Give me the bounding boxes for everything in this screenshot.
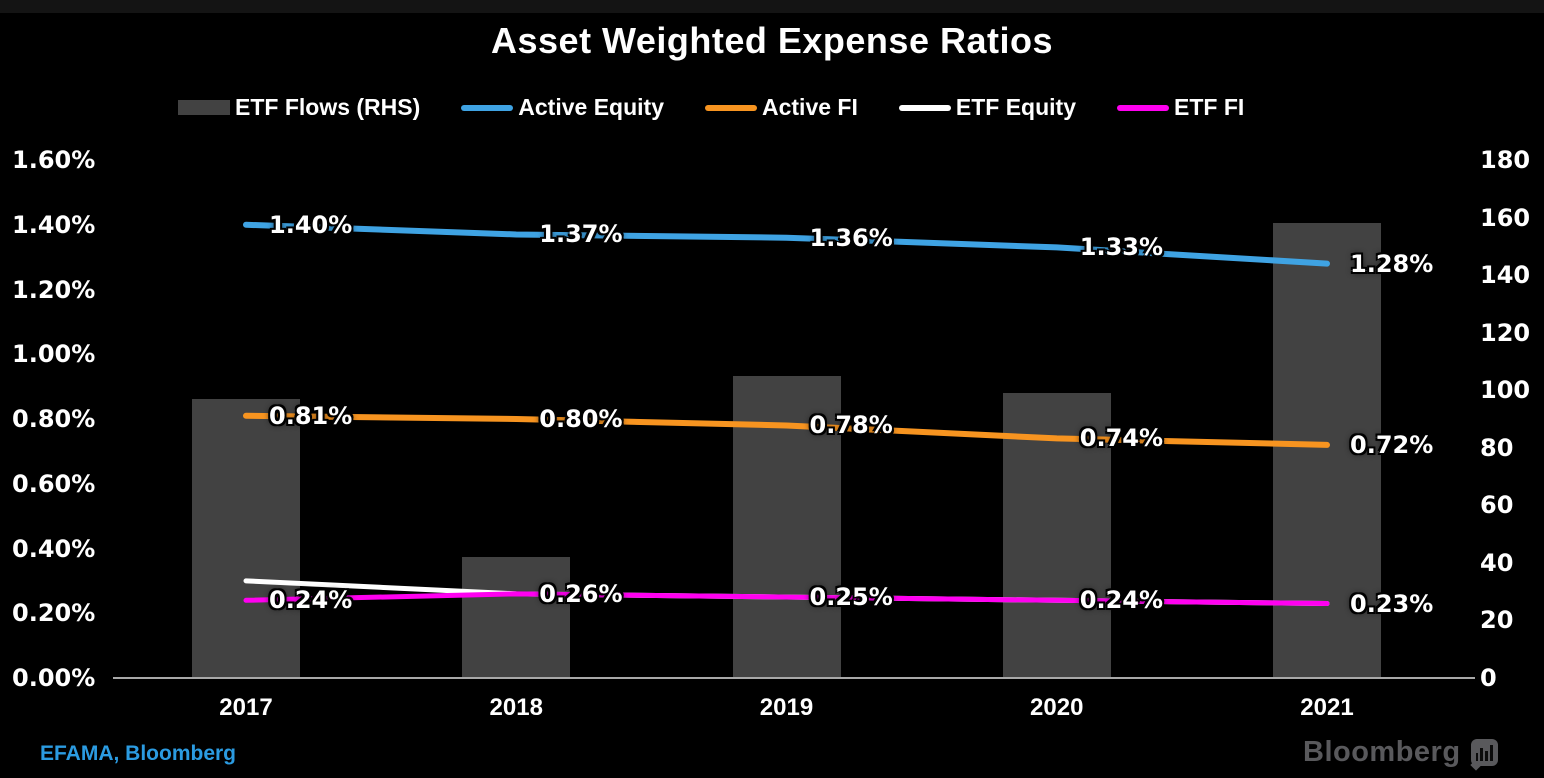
- legend-label: Active FI: [762, 94, 858, 120]
- point-label: 1.28%: [1350, 249, 1434, 278]
- legend-label: ETF FI: [1174, 94, 1245, 120]
- right-axis-tick: 40: [1480, 548, 1514, 577]
- left-axis-tick: 0.60%: [12, 469, 96, 498]
- x-axis-label: 2018: [489, 694, 543, 721]
- point-label: 0.78%: [809, 411, 893, 440]
- left-axis-tick: 0.40%: [12, 534, 96, 563]
- legend-label: ETF Equity: [955, 94, 1076, 120]
- left-axis-tick: 1.20%: [12, 275, 96, 304]
- point-label: 0.26%: [539, 579, 623, 608]
- right-axis-tick: 60: [1480, 491, 1514, 520]
- legend-label: Active Equity: [518, 94, 664, 120]
- legend-item-etf-fi: ETF FI: [1117, 94, 1244, 121]
- legend-item-active-fi: Active FI: [705, 94, 858, 121]
- right-axis-tick: 0: [1480, 664, 1497, 692]
- legend-item-etf-equity: ETF Equity: [898, 94, 1076, 121]
- legend-item-etf-flows: ETF Flows (RHS): [178, 94, 420, 121]
- bar: [462, 557, 571, 678]
- bar: [192, 398, 300, 678]
- point-label: 0.24%: [1079, 586, 1164, 615]
- right-axis-tick: 120: [1480, 318, 1531, 347]
- x-axis-label: 2017: [219, 694, 273, 721]
- line-etf-fi: [243, 591, 1330, 607]
- x-axis-label: 2019: [759, 694, 814, 721]
- left-axis-tick: 1.00%: [12, 340, 96, 369]
- right-axis-tick: 180: [1480, 146, 1531, 174]
- left-axis-tick: 1.40%: [12, 210, 96, 239]
- left-axis-tick: 1.60%: [12, 146, 96, 174]
- legend-item-active-equity: Active Equity: [461, 94, 664, 121]
- line-swatch-icon: [898, 104, 951, 111]
- point-label: 1.37%: [539, 220, 623, 249]
- point-label: 0.74%: [1079, 424, 1164, 453]
- right-axis-tick: 100: [1480, 376, 1531, 405]
- line-swatch-icon: [705, 104, 757, 111]
- line-swatch-icon: [461, 104, 514, 111]
- point-label: 0.23%: [1350, 589, 1434, 618]
- point-label: 0.81%: [269, 401, 353, 430]
- legend-label: ETF Flows (RHS): [235, 94, 421, 120]
- line-active-fi: [243, 412, 1330, 448]
- line-swatch-icon: [1117, 104, 1169, 111]
- left-axis-tick: 0.20%: [12, 599, 96, 628]
- legend: ETF Flows (RHS) Active Equity Active FI …: [178, 94, 1244, 121]
- point-label: 0.72%: [1350, 430, 1434, 459]
- source-text: EFAMA, Bloomberg: [40, 742, 237, 765]
- right-axis-tick: 140: [1480, 261, 1531, 290]
- bloomberg-wordmark: Bloomberg: [1303, 736, 1461, 768]
- point-label: 0.24%: [269, 586, 353, 615]
- bar-swatch-icon: [178, 100, 230, 115]
- x-axis-line: [113, 677, 1475, 679]
- top-strip: [0, 0, 1544, 13]
- right-axis-tick: 20: [1480, 606, 1514, 635]
- left-axis-tick: 0.00%: [12, 664, 96, 692]
- x-axis-label: 2021: [1300, 694, 1354, 721]
- left-axis-tick: 0.80%: [12, 405, 96, 433]
- point-label: 0.80%: [539, 405, 623, 433]
- right-axis-tick: 80: [1480, 433, 1514, 462]
- right-axis-tick: 160: [1480, 203, 1531, 232]
- point-label: 1.36%: [809, 223, 893, 252]
- point-label: 1.33%: [1079, 233, 1164, 262]
- chart-title: Asset Weighted Expense Ratios: [491, 20, 1053, 61]
- bar-chart-icon: [1469, 739, 1498, 771]
- point-label: 1.40%: [269, 210, 353, 239]
- bloomberg-logo: Bloomberg: [1303, 736, 1498, 771]
- x-axis-label: 2020: [1030, 694, 1084, 721]
- line-active-equity: [243, 221, 1330, 267]
- point-label: 0.25%: [809, 583, 893, 612]
